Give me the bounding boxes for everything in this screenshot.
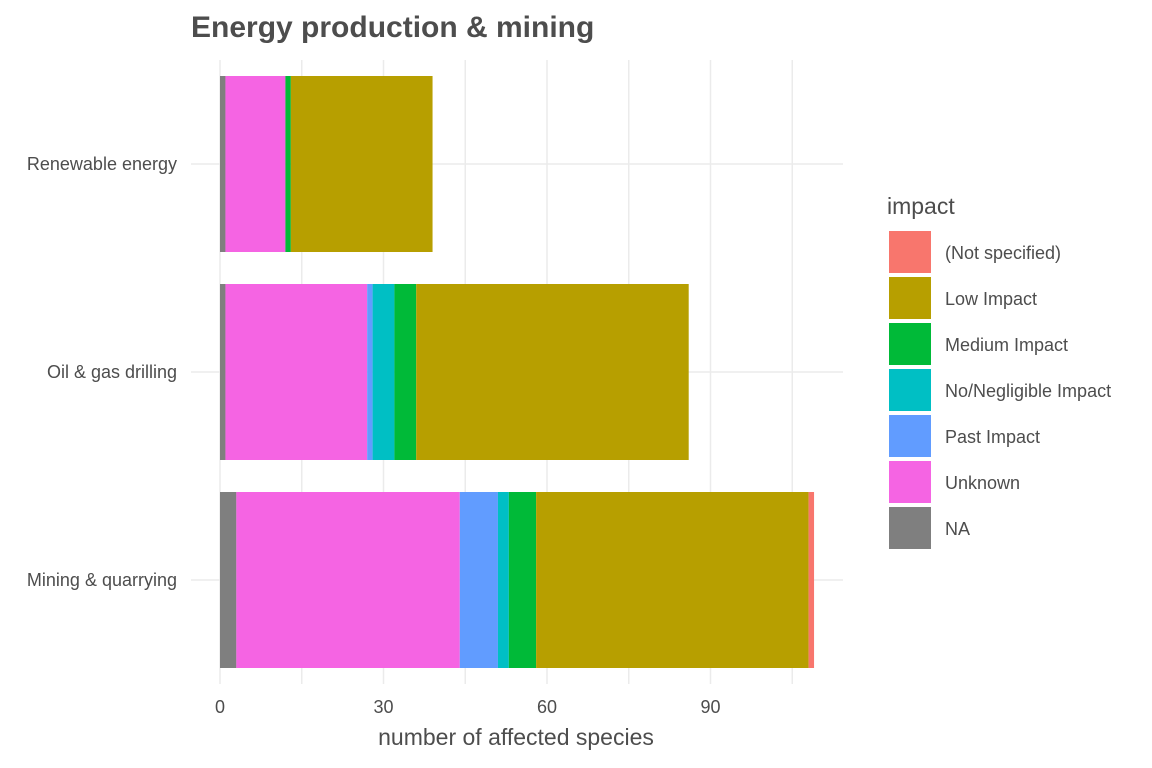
legend-label: No/Negligible Impact (945, 381, 1111, 401)
x-axis-tick-labels: 0 30 60 90 (215, 697, 721, 717)
bar-segment-unknown (225, 284, 368, 460)
bar-segment-medium-impact (394, 284, 417, 460)
bar-segment-no-negligible-impact (497, 492, 509, 668)
legend-label: (Not specified) (945, 243, 1061, 263)
legend-label: Medium Impact (945, 335, 1068, 355)
bar-segment-low-impact (290, 76, 433, 252)
bars (220, 76, 815, 668)
x-axis-title: number of affected species (378, 724, 654, 750)
bar-segment--not-specified- (808, 492, 815, 668)
legend-swatch (889, 507, 931, 549)
legend-swatch (889, 415, 931, 457)
legend-title: impact (887, 193, 955, 219)
chart-title: Energy production & mining (191, 11, 594, 44)
legend-label: Past Impact (945, 427, 1040, 447)
legend-swatch (889, 277, 931, 319)
bar-segment-medium-impact (285, 76, 291, 252)
legend-label: NA (945, 519, 970, 539)
legend-swatch (889, 369, 931, 411)
bar-segment-na (220, 284, 226, 460)
y-tick-label: Oil & gas drilling (47, 362, 177, 382)
legend-swatch (889, 323, 931, 365)
x-tick-label: 90 (700, 697, 720, 717)
y-tick-label: Renewable energy (27, 154, 177, 174)
bar-segment-na (220, 492, 237, 668)
legend-swatch (889, 461, 931, 503)
bar-segment-past-impact (459, 492, 498, 668)
bar-segment-no-negligible-impact (372, 284, 395, 460)
legend-label: Unknown (945, 473, 1020, 493)
bar-segment-medium-impact (508, 492, 537, 668)
x-tick-label: 30 (373, 697, 393, 717)
bar-segment-unknown (236, 492, 460, 668)
bar-segment-unknown (225, 76, 286, 252)
legend-label: Low Impact (945, 289, 1037, 309)
y-tick-label: Mining & quarrying (27, 570, 177, 590)
bar-segment-na (220, 76, 226, 252)
legend-swatch (889, 231, 931, 273)
bar-segment-past-impact (367, 284, 373, 460)
x-tick-label: 0 (215, 697, 225, 717)
y-axis-tick-labels: Renewable energy Oil & gas drilling Mining… (27, 154, 177, 590)
x-tick-label: 60 (537, 697, 557, 717)
bar-segment-low-impact (536, 492, 809, 668)
bar-segment-low-impact (416, 284, 689, 460)
legend: impact (Not specified) Low Impact Medium I… (887, 193, 1111, 549)
